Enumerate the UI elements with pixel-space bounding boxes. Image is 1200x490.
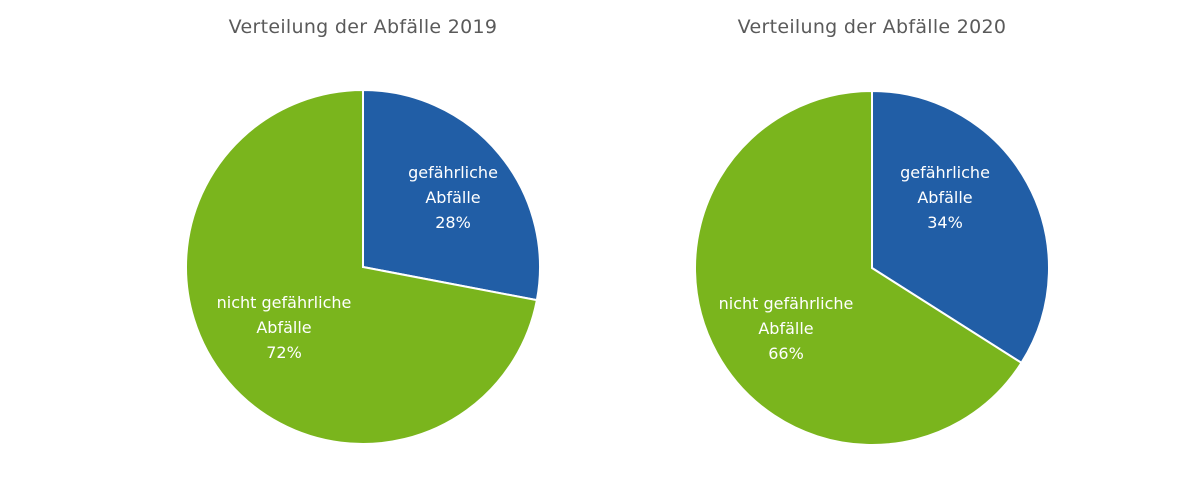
slice-hazardous-2019 (362, 88, 541, 302)
pie-chart-2019: gefährliche Abfälle 28% nicht gefährlich… (185, 88, 541, 445)
label-non-hazardous-2020-percent: 66% (768, 344, 804, 363)
chart-title-2020: Verteilung der Abfälle 2020 (737, 16, 1007, 38)
slice-non-hazardous-2020 (694, 89, 1023, 446)
slice-non-hazardous-2019 (185, 88, 539, 445)
label-non-hazardous-2019-line2: Abfälle (256, 318, 311, 337)
chart-title-2019: Verteilung der Abfälle 2019 (228, 16, 498, 38)
label-hazardous-2020-percent: 34% (927, 213, 963, 232)
label-hazardous-2019-percent: 28% (435, 213, 471, 232)
slice-hazardous-2020 (871, 89, 1050, 365)
label-non-hazardous-2020-line2: Abfälle (758, 319, 813, 338)
label-non-hazardous-2019-percent: 72% (266, 343, 302, 362)
label-hazardous-2019-line1: gefährliche (408, 163, 498, 182)
label-hazardous-2020-line2: Abfälle (917, 188, 972, 207)
label-non-hazardous-2019-line1: nicht gefährliche (217, 293, 352, 312)
label-non-hazardous-2020-line1: nicht gefährliche (719, 294, 854, 313)
pie-chart-2020: gefährliche Abfälle 34% nicht gefährlich… (694, 89, 1050, 446)
label-hazardous-2019-line2: Abfälle (425, 188, 480, 207)
label-hazardous-2020-line1: gefährliche (900, 163, 990, 182)
